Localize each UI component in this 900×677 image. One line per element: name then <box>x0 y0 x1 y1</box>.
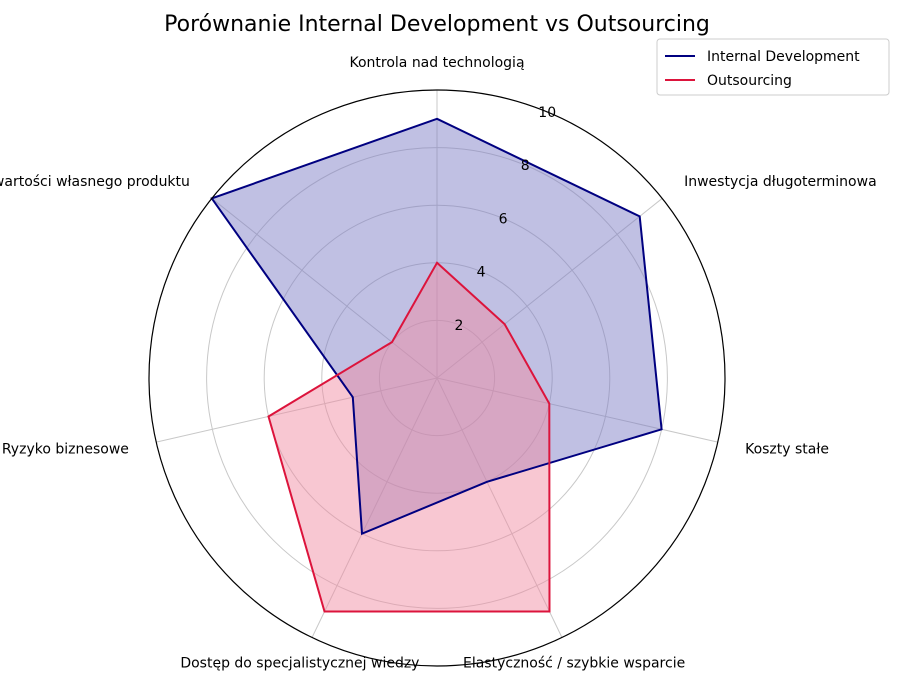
spoke-2 <box>436 377 718 443</box>
axis-labels: Kontrola nad technologią Inwestycja długo… <box>0 55 877 672</box>
legend-label-outsourcing: Outsourcing <box>707 73 792 89</box>
radial-tick-2: 6 <box>499 211 508 227</box>
series-layer <box>210 117 663 613</box>
outer-ring <box>148 89 726 667</box>
axis-label-0: Kontrola nad technologią <box>349 55 524 71</box>
spoke-4 <box>311 377 438 638</box>
axis-label-6: Potencjał budowy wartości własnego produ… <box>0 174 190 190</box>
series-line-0 <box>210 117 663 536</box>
chart-title: Porównanie Internal Development vs Outso… <box>164 12 710 37</box>
axis-label-1: Inwestycja długoterminowa <box>684 174 877 190</box>
radial-tick-3: 8 <box>521 158 530 174</box>
series-line-1 <box>267 261 551 613</box>
axis-label-5: Ryzyko biznesowe <box>2 441 129 457</box>
radial-tick-0: 2 <box>455 318 464 334</box>
radar-spokes <box>156 90 718 638</box>
axis-label-3: Elastyczność / szybkie wsparcie <box>463 656 685 672</box>
radial-tick-4: 10 <box>538 105 556 121</box>
axis-label-4: Dostęp do specjalistycznej wiedzy <box>180 656 419 672</box>
spoke-1 <box>436 198 663 379</box>
spoke-5 <box>156 377 438 443</box>
spoke-3 <box>436 377 563 638</box>
radial-tick-1: 4 <box>477 265 486 281</box>
series-area-1 <box>268 262 550 612</box>
legend-frame <box>656 38 890 96</box>
legend: Internal Development Outsourcing <box>656 38 890 96</box>
spoke-6 <box>211 198 438 379</box>
radial-tick-labels: 2 4 6 8 10 <box>455 105 557 334</box>
legend-label-internal: Internal Development <box>707 49 860 65</box>
axis-label-2: Koszty stałe <box>745 441 829 457</box>
